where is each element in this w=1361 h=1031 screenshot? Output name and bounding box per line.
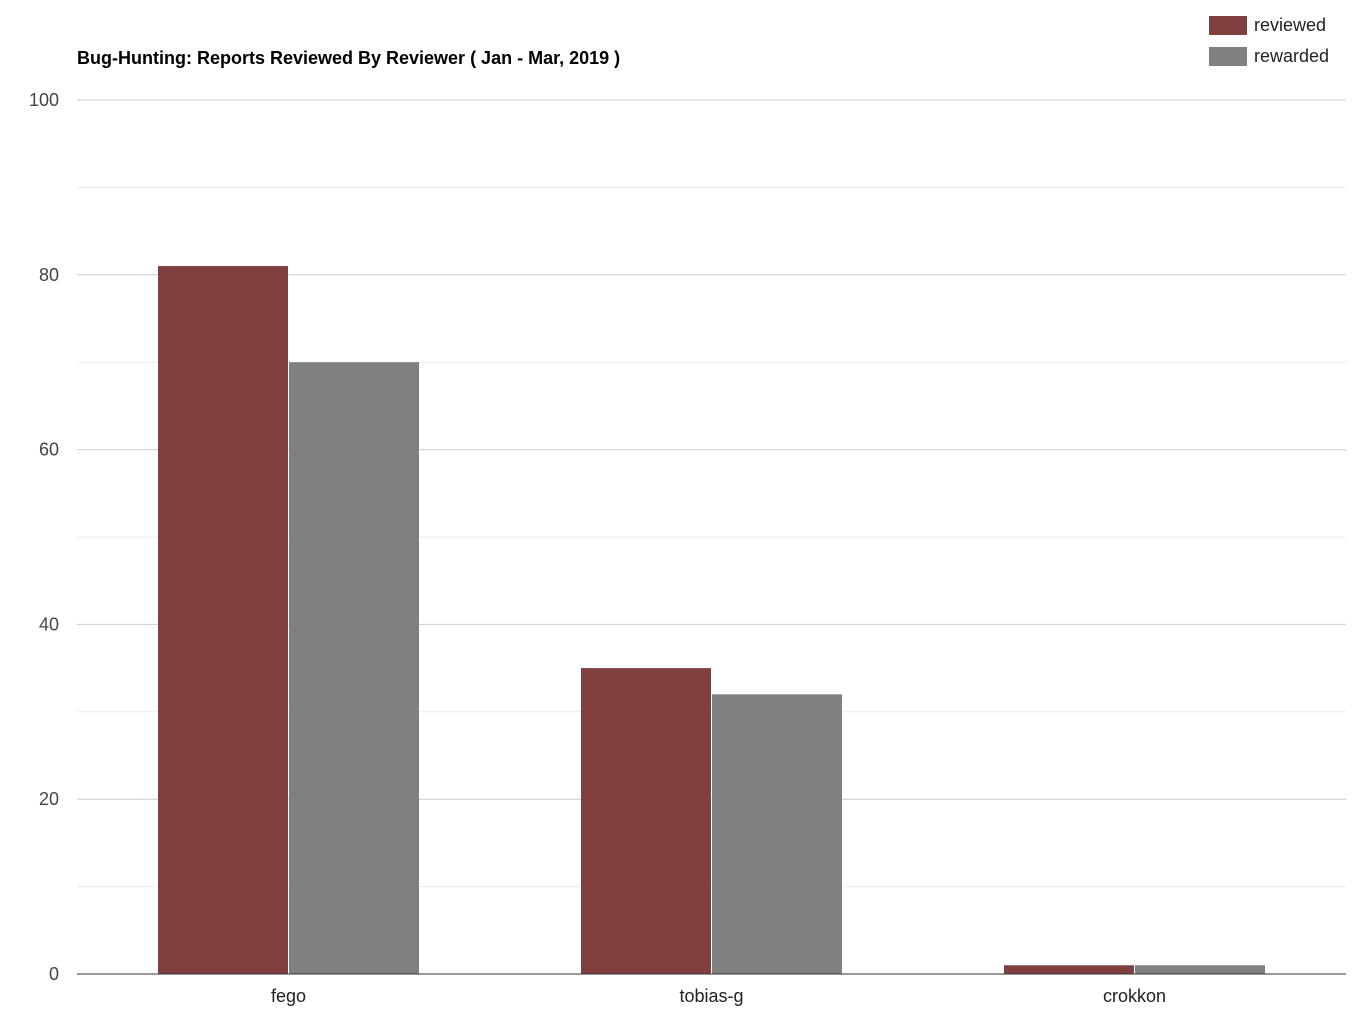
bar-rewarded-tobias-g (712, 694, 842, 974)
bars (158, 266, 1265, 974)
y-tick-label: 80 (39, 265, 59, 285)
x-tick-label: tobias-g (679, 986, 743, 1006)
bar-reviewed-tobias-g (581, 668, 711, 974)
y-tick-label: 20 (39, 789, 59, 809)
y-tick-label: 100 (29, 90, 59, 110)
x-tick-label: fego (271, 986, 306, 1006)
legend-label-rewarded: rewarded (1254, 46, 1329, 66)
legend-swatch-reviewed (1209, 16, 1247, 35)
y-tick-label: 60 (39, 440, 59, 460)
x-tick-label: crokkon (1103, 986, 1166, 1006)
bar-rewarded-crokkon (1135, 965, 1265, 974)
bar-reviewed-fego (158, 266, 288, 974)
bar-reviewed-crokkon (1004, 965, 1134, 974)
y-tick-label: 40 (39, 614, 59, 634)
bar-rewarded-fego (289, 362, 419, 974)
y-tick-label: 0 (49, 964, 59, 984)
y-axis-ticks: 0 20 40 60 80 100 (29, 90, 59, 984)
legend-swatch-rewarded (1209, 47, 1247, 66)
legend: reviewed rewarded (1209, 15, 1329, 66)
legend-label-reviewed: reviewed (1254, 15, 1326, 35)
gridlines (77, 99, 1346, 888)
chart-title: Bug-Hunting: Reports Reviewed By Reviewe… (77, 48, 620, 68)
x-axis-ticks: fego tobias-g crokkon (271, 986, 1166, 1006)
